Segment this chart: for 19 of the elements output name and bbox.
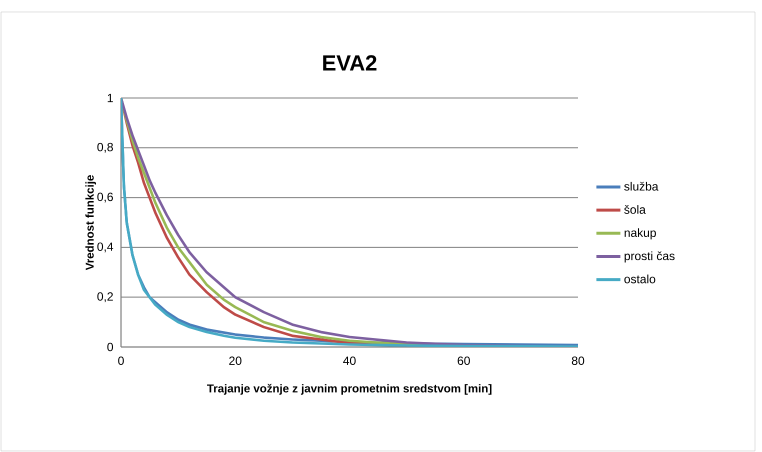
legend-label: šola xyxy=(624,205,646,214)
legend-label: nakup xyxy=(624,228,656,240)
legend-label: služba xyxy=(624,182,658,191)
y-tick-label: 0,4 xyxy=(97,242,114,252)
x-tick-label: 20 xyxy=(229,356,242,365)
y-tick-label: 0,2 xyxy=(97,292,113,302)
chart-title: EVA2 xyxy=(323,55,376,70)
y-tick-label: 1 xyxy=(108,94,113,102)
x-tick-label: 0 xyxy=(118,356,124,365)
x-tick-label: 60 xyxy=(458,356,470,365)
y-axis-title: Vrednost funkcije xyxy=(85,175,96,270)
legend-label: ostalo xyxy=(624,274,656,284)
legend-label: prosti čas xyxy=(624,251,675,263)
x-tick-label: 80 xyxy=(572,356,584,365)
y-tick-label: 0 xyxy=(107,342,114,352)
x-tick-label: 40 xyxy=(343,356,356,365)
y-tick-label: 0,8 xyxy=(97,142,113,153)
x-axis-title: Trajanje vožnje z javnim prometnim sredstvom [min] xyxy=(207,384,492,395)
y-tick-label: 0,6 xyxy=(97,192,113,203)
